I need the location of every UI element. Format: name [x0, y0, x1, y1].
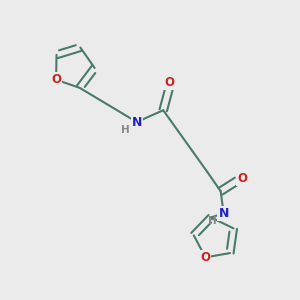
Text: N: N	[218, 207, 229, 220]
Text: H: H	[208, 216, 217, 226]
Text: O: O	[51, 73, 61, 86]
Text: O: O	[237, 172, 247, 185]
Text: H: H	[121, 125, 130, 135]
Text: O: O	[200, 251, 211, 264]
Text: N: N	[132, 116, 142, 128]
Text: O: O	[164, 76, 174, 89]
